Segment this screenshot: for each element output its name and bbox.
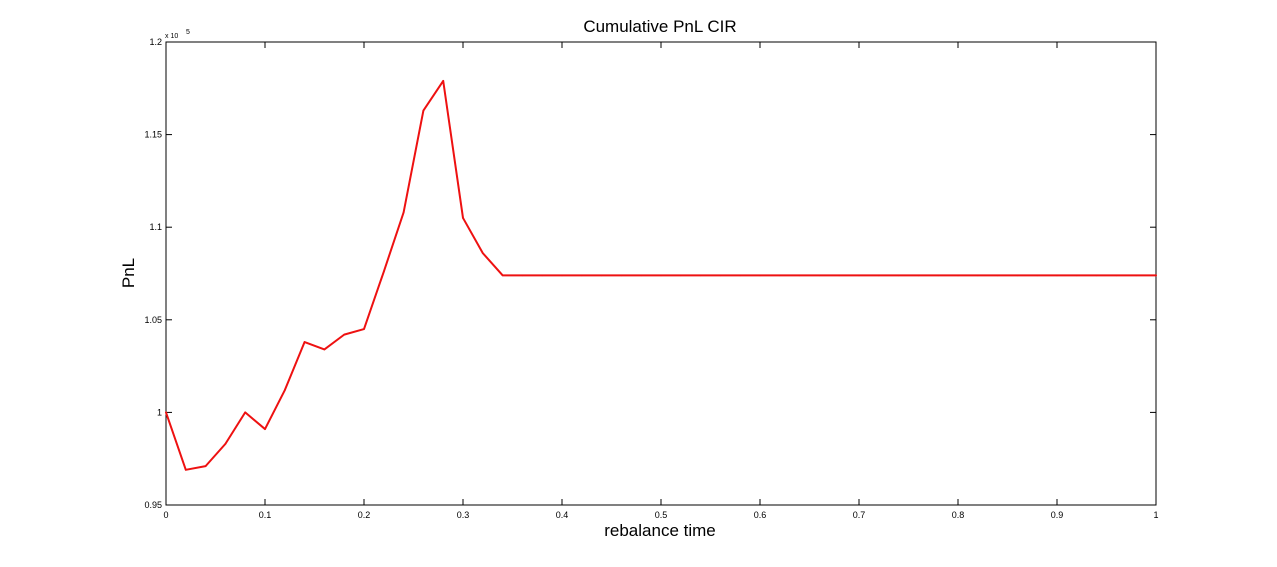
data-point — [343, 333, 346, 336]
x-tick-label: 0.6 — [754, 510, 767, 520]
chart-title: Cumulative PnL CIR — [583, 17, 736, 36]
data-point — [462, 217, 464, 219]
x-tick-label: 0 — [163, 510, 168, 520]
data-point — [699, 274, 702, 277]
data-point — [402, 211, 405, 214]
x-tick-label: 0.8 — [952, 510, 965, 520]
data-point — [501, 274, 504, 277]
x-tick-label: 0.9 — [1051, 510, 1064, 520]
data-point — [264, 428, 266, 430]
data-point — [284, 389, 286, 391]
x-axis-label: rebalance time — [604, 521, 716, 540]
data-point — [383, 270, 385, 273]
data-point — [858, 274, 860, 277]
data-point — [1076, 274, 1078, 277]
x-axis-ticks: 0 0.1 0.2 0.3 0.4 0.5 0.6 0.7 0.8 0.9 1 — [163, 42, 1159, 520]
data-point — [957, 274, 959, 277]
x-tick-label: 0.5 — [655, 510, 668, 520]
data-point — [640, 274, 642, 277]
data-point — [838, 274, 840, 277]
data-point — [818, 274, 821, 277]
data-point — [1056, 274, 1058, 277]
data-point — [620, 274, 623, 277]
data-point — [1155, 274, 1157, 277]
data-point — [521, 274, 524, 277]
data-point — [878, 274, 880, 277]
y-tick-label: 1.1 — [149, 222, 162, 232]
y-axis-exponent: x 10 5 — [165, 29, 190, 40]
series-layer — [165, 79, 1157, 471]
y-axis-ticks: 0.95 1 1.05 1.1 1.15 1.2 — [144, 37, 1156, 510]
data-point — [561, 274, 563, 277]
data-point — [204, 465, 207, 467]
data-point — [363, 328, 365, 330]
y-tick-label: 1.15 — [144, 130, 162, 140]
data-point — [917, 274, 920, 277]
data-point — [897, 274, 900, 277]
x-tick-label: 0.3 — [457, 510, 470, 520]
data-point — [1036, 274, 1038, 277]
data-point — [442, 80, 445, 82]
y-tick-label: 1.2 — [149, 37, 162, 47]
data-point — [303, 341, 306, 343]
y-tick-label: 0.95 — [144, 500, 162, 510]
plot-area-border — [165, 41, 1157, 506]
x-tick-label: 0.7 — [853, 510, 866, 520]
data-point — [680, 274, 682, 277]
plot-frame — [165, 41, 1157, 506]
data-point — [600, 274, 603, 277]
data-point — [660, 274, 662, 277]
x-tick-label: 0.2 — [358, 510, 371, 520]
data-point — [1095, 274, 1098, 277]
data-point — [977, 274, 979, 277]
data-point — [1135, 274, 1137, 277]
data-point — [224, 443, 227, 445]
data-point — [996, 274, 999, 277]
data-point — [798, 274, 801, 277]
data-point — [185, 469, 187, 471]
x-tick-label: 1 — [1153, 510, 1158, 520]
y-axis-exponent-base: x 10 — [165, 33, 178, 40]
data-point — [541, 274, 543, 277]
y-axis-label: PnL — [119, 258, 138, 288]
data-point — [1016, 274, 1019, 277]
y-axis-exponent-power: 5 — [186, 29, 190, 36]
data-point — [779, 274, 781, 277]
data-point — [422, 109, 425, 112]
data-point — [581, 274, 583, 277]
data-point — [739, 274, 741, 277]
data-point — [323, 348, 326, 351]
data-point — [937, 274, 939, 277]
data-point — [244, 411, 246, 414]
x-tick-label: 0.1 — [259, 510, 272, 520]
y-tick-label: 1 — [157, 407, 162, 417]
x-tick-label: 0.4 — [556, 510, 569, 520]
y-tick-label: 1.05 — [144, 315, 162, 325]
data-point — [759, 274, 761, 277]
data-point — [1115, 274, 1118, 277]
data-point — [165, 411, 167, 414]
data-point — [719, 274, 722, 277]
data-point — [482, 252, 484, 254]
